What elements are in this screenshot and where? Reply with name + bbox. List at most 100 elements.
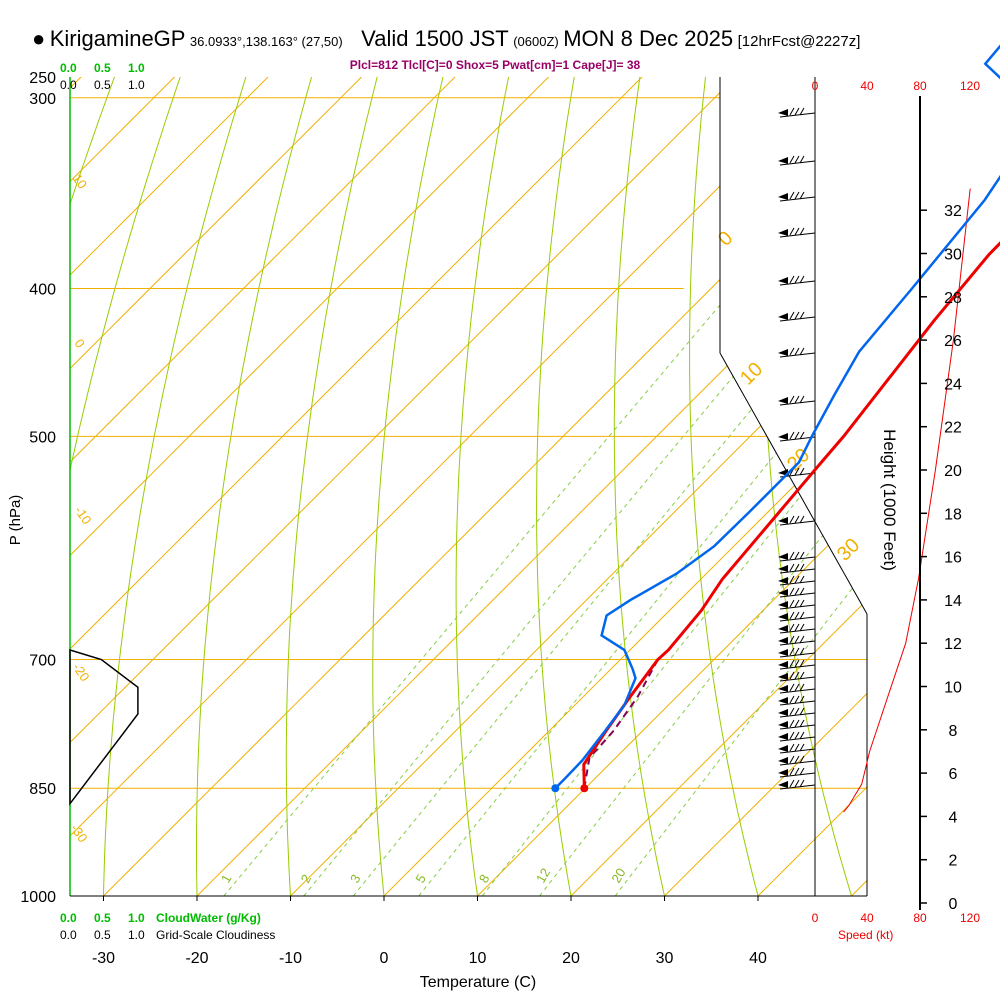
isotherm-line [570,77,867,896]
x-tick-label: -10 [279,950,302,967]
mixing-ratio-label: 3 [347,872,364,886]
dry-adiabats [70,0,1000,896]
wind-barb-feather [794,779,800,788]
wind-barb-flag [778,433,788,440]
pressure-tick-label: 500 [29,429,56,446]
dry-adiabat-line [196,77,342,896]
isotherm-line [290,77,867,896]
height-tick-label: 12 [944,636,962,653]
wind-barb-shaft [779,160,816,166]
wind-barb-feather [799,467,805,476]
wind-barb-shaft [779,784,816,790]
cloudwater-tick: 0.0 [60,61,77,75]
wind-barb-feather [799,767,805,776]
wind-barb-feather [794,755,800,764]
wind-barb-feather [789,311,795,320]
wind-barb-feather [789,659,795,668]
isotherm-label: 30 [833,534,864,565]
pressure-tick-label: 400 [29,282,56,299]
temperature-axis-title: Temperature (C) [420,974,536,991]
dry-adiabat-line [902,0,1000,896]
wind-barb-feather [789,683,795,692]
wind-barb-feather [799,191,805,200]
height-tick-label: 28 [944,290,962,307]
wind-barb-shaft [779,772,816,778]
wind-barb-feather [799,635,805,644]
wind-barb-feather [794,551,800,560]
wind-barb-feather [799,395,805,404]
wind-barb-shaft [779,520,816,526]
isotherm-label: -20 [70,660,93,684]
station-bullet-icon: ● [32,26,46,51]
wind-barb-flag [778,397,788,404]
valid-time: Valid 1500 JST [361,26,509,51]
wind-barb-feather [794,623,800,632]
wind-barb-flag [778,277,788,284]
mixing-ratio-lines [223,288,867,896]
mixing-ratio-label: 5 [412,872,429,886]
mixing-ratio-line [352,288,852,896]
wind-barb-feather [789,575,795,584]
dry-adiabat-line [285,77,405,896]
speed-tick: 40 [860,79,874,93]
height-tick-label: 6 [949,766,958,783]
pressure-axis: 1000 850 700 500 400 300 250 [20,70,56,906]
mixing-ratio-line [223,288,735,896]
isotherm-line [70,77,275,896]
cloudiness-tick: 0.5 [94,928,111,942]
cloudwater-tick: 0.5 [94,911,111,925]
mixing-ratio-line [614,288,867,896]
wind-barb-flag [778,109,788,116]
chart-header: ● KirigamineGP 36.0933°,138.163° (27,50)… [32,26,860,52]
wind-barb-shaft [779,436,816,442]
wind-barb-feather [789,743,795,752]
wind-barb-feather [794,635,800,644]
height-tick-label: 26 [944,333,962,350]
isotherm-line [103,77,867,896]
background-isotherms [70,77,867,896]
x-tick-label: 40 [749,950,767,967]
wind-barb-flag [778,229,788,236]
wind-barb-feather [799,719,805,728]
valid-zulu: (0600Z) [513,34,559,49]
wind-barb-feather [794,683,800,692]
mixing-ratio-line [418,288,867,896]
forecast-info: [12hrFcst@2227z] [737,33,861,50]
wind-barb-flag [778,709,788,716]
x-tick-label: -30 [92,950,115,967]
height-tick-label: 10 [944,680,962,697]
cloudiness-tick: 1.0 [128,928,145,942]
wind-barb-feather [789,767,795,776]
wind-barb-feather [799,311,805,320]
wind-barb-feather [789,623,795,632]
isotherm-line [70,77,556,896]
speed-tick: 0 [812,911,819,925]
mixing-ratio-label: 12 [533,865,553,885]
wind-barb-shaft [779,748,816,754]
wind-barb-feather [794,611,800,620]
wind-barb-feather [789,647,795,656]
wind-barbs [778,107,816,790]
wind-barb-feather [794,107,800,116]
wind-barb-shaft [779,616,816,622]
wind-barb-feather [794,563,800,572]
wind-barb-feather [799,623,805,632]
dry-adiabat-line [689,77,759,896]
wind-barb-feather [799,587,805,596]
wind-barb-flag [778,625,788,632]
cloudwater-scale-bottom: 0.0 0.5 1.0 CloudWater (g/Kg) [60,911,261,925]
station-name: KirigamineGP [49,26,186,51]
parcel-trace [583,659,659,789]
cloudiness-legend: Grid-Scale Cloudiness [156,928,275,942]
x-tick-label: 30 [656,950,674,967]
wind-barb-feather [799,551,805,560]
wind-barb-feather [789,719,795,728]
wind-barb-feather [789,431,795,440]
wind-barb-feather [794,659,800,668]
isotherm-label: 0 [72,336,88,351]
wind-barb-feather [794,191,800,200]
dry-adiabat-line [613,77,665,896]
wind-barb-feather [794,515,800,524]
cloudwater-tick: 1.0 [128,61,145,75]
speed-legend: Speed (kt) [838,928,893,942]
